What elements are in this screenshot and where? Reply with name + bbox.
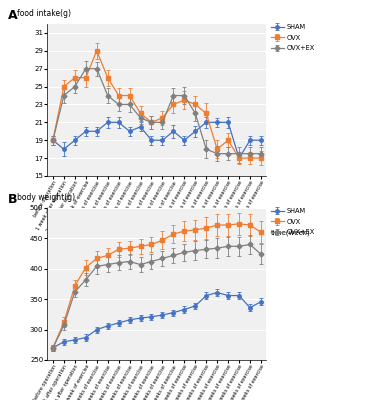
Text: body weight(g): body weight(g) [17,193,75,202]
Text: A: A [8,9,18,22]
Text: time(week): time(week) [271,229,311,236]
Legend: SHAM, OVX, OVX+EX: SHAM, OVX, OVX+EX [271,208,315,235]
Text: B: B [8,193,18,206]
Text: food intake(g): food intake(g) [17,9,71,18]
Legend: SHAM, OVX, OVX+EX: SHAM, OVX, OVX+EX [271,24,315,51]
